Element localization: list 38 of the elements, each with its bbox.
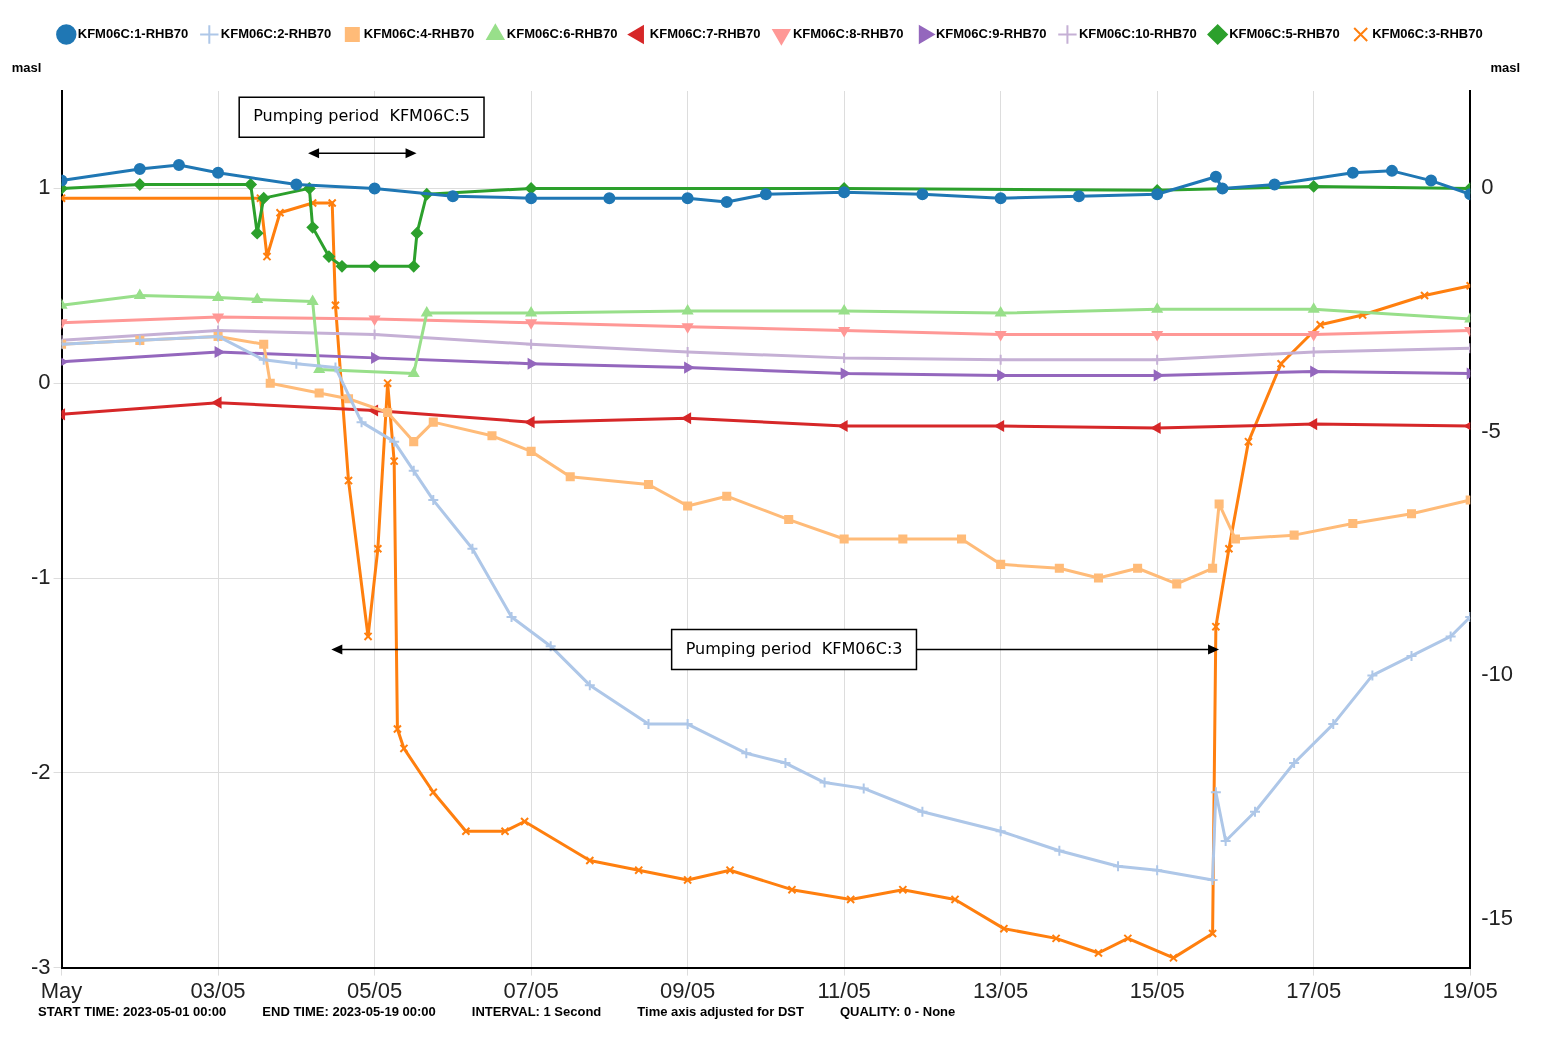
y-tick-label: -3 [31,953,51,979]
x-tick-label: 07/05 [503,977,559,1003]
y2-axis-title: masl [1490,60,1521,76]
legend-label: KFM06C:2-RHB70 [220,26,332,42]
legend-label: KFM06C:4-RHB70 [363,26,475,42]
x-tick-label: 05/05 [347,977,403,1003]
legend-label: KFM06C:10-RHB70 [1078,26,1197,42]
y-tick-label: -2 [31,758,51,784]
x-tick-label: May [40,977,83,1003]
text: INTERVAL: 1 Second [471,1004,602,1019]
x-tick-label: 03/05 [190,977,246,1003]
x-tick-label: 09/05 [660,977,716,1003]
y2-tick-label: -5 [1481,417,1501,443]
y2-tick-label: 0 [1481,174,1494,200]
legend-label: KFM06C:9-RHB70 [935,26,1047,42]
legend-label: KFM06C:7-RHB70 [649,26,761,42]
x-tick-label: 15/05 [1129,977,1185,1003]
legend-label: KFM06C:1-RHB70 [77,26,189,42]
y-tick-label: 0 [38,369,51,395]
annotation: Pumping period KFM06C:5 [253,106,471,126]
text: Time axis adjusted for DST [637,1004,804,1019]
x-tick-label: 11/05 [817,977,871,1003]
text: END TIME: 2023-05-19 00:00 [262,1004,436,1019]
legend-label: KFM06C:8-RHB70 [792,26,904,42]
legend-label: KFM06C:5-RHB70 [1229,26,1340,42]
annotation: Pumping period KFM06C:3 [685,638,903,658]
text: START TIME: 2023-05-01 00:00 [38,1004,227,1019]
y2-tick-label: -15 [1481,904,1513,930]
x-tick-label: 19/05 [1442,977,1498,1003]
y-tick-label: 1 [38,174,51,200]
legend-label: KFM06C:3-RHB70 [1372,26,1483,42]
y-tick-label: -1 [31,564,51,590]
y-axis-title: masl [11,60,42,76]
y2-tick-label: -10 [1481,661,1513,687]
text: QUALITY: 0 - None [839,1004,956,1019]
legend-label: KFM06C:6-RHB70 [506,26,618,42]
x-tick-label: 17/05 [1286,977,1342,1003]
x-tick-label: 13/05 [973,977,1029,1003]
